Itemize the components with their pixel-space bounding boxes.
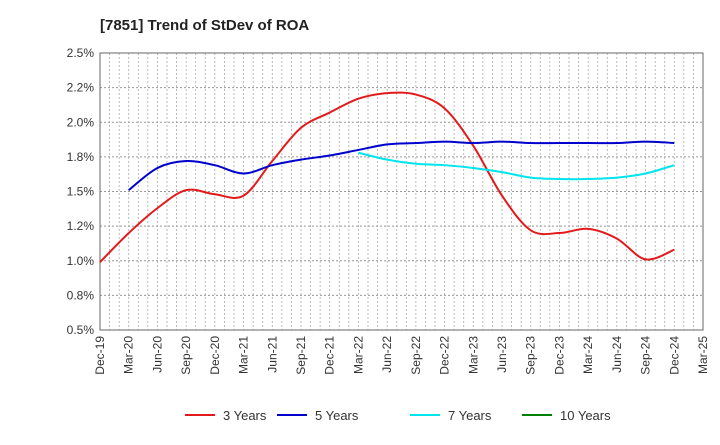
x-tick-label: Dec-23 (552, 336, 566, 375)
legend-label: 5 Years (315, 408, 359, 423)
x-tick-label: Jun-23 (495, 336, 509, 373)
x-tick: Sep-20 (179, 336, 193, 375)
x-tick-label: Mar-23 (466, 336, 480, 374)
x-tick: Dec-19 (93, 336, 107, 375)
x-tick: Sep-22 (409, 336, 423, 375)
legend-item-7-years: 7 Years (410, 408, 492, 423)
x-tick: Jun-24 (610, 336, 624, 373)
x-tick-label: Mar-20 (122, 336, 136, 374)
x-tick-label: Jun-20 (150, 336, 164, 373)
y-tick-label: 1.5% (67, 185, 95, 199)
legend-label: 10 Years (560, 408, 611, 423)
x-tick-label: Mar-22 (351, 336, 365, 374)
y-tick-label: 0.8% (67, 288, 95, 302)
x-tick-label: Mar-25 (696, 336, 710, 374)
x-tick: Mar-21 (237, 336, 251, 374)
x-tick-label: Sep-23 (524, 336, 538, 375)
legend-label: 7 Years (448, 408, 492, 423)
x-tick: Dec-21 (323, 336, 337, 375)
grid (99, 52, 704, 331)
x-tick: Jun-21 (265, 336, 279, 373)
axes: 0.5% 0.8% 1.0% 1.2% 1.5% 1.8% 2.0% 2.2% 2.5% Dec-… (67, 46, 710, 375)
series-line-5-years (128, 140, 675, 191)
x-tick: Dec-23 (552, 336, 566, 375)
series-line-3-years (99, 91, 675, 263)
series-line-7-years (358, 151, 675, 181)
x-tick-label: Sep-22 (409, 336, 423, 375)
y-tick-label: 1.0% (67, 254, 95, 268)
x-tick-label: Sep-20 (179, 336, 193, 375)
x-tick: Mar-24 (581, 336, 595, 374)
x-tick: Mar-22 (351, 336, 365, 374)
x-tick-label: Sep-24 (639, 336, 653, 375)
x-tick-label: Dec-20 (208, 336, 222, 375)
x-tick-label: Dec-21 (323, 336, 337, 375)
x-tick-label: Mar-21 (237, 336, 251, 374)
x-tick: Sep-24 (639, 336, 653, 375)
series-lines (99, 91, 675, 263)
chart-title: [7851] Trend of StDev of ROA (100, 17, 309, 34)
x-tick: Mar-25 (696, 336, 710, 374)
legend-item-3-years: 3 Years (185, 408, 267, 423)
x-tick: Dec-20 (208, 336, 222, 375)
x-tick: Jun-23 (495, 336, 509, 373)
x-tick-label: Dec-22 (438, 336, 452, 375)
legend: 3 Years 5 Years 7 Years 10 Years (185, 408, 611, 423)
y-tick-label: 1.8% (67, 150, 95, 164)
x-tick: Mar-23 (466, 336, 480, 374)
y-tick-label: 0.5% (67, 323, 95, 337)
legend-item-5-years: 5 Years (277, 408, 359, 423)
x-tick: Dec-24 (667, 336, 681, 375)
x-tick-label: Jun-21 (265, 336, 279, 373)
x-tick-label: Dec-19 (93, 336, 107, 375)
y-tick-label: 2.2% (67, 81, 95, 95)
x-tick: Dec-22 (438, 336, 452, 375)
x-tick: Sep-23 (524, 336, 538, 375)
x-tick: Jun-20 (150, 336, 164, 373)
x-tick-label: Jun-22 (380, 336, 394, 373)
x-tick: Mar-20 (122, 336, 136, 374)
legend-item-10-years: 10 Years (522, 408, 611, 423)
y-tick-label: 1.2% (67, 219, 95, 233)
y-tick-label: 2.0% (67, 115, 95, 129)
plot-border (99, 52, 704, 331)
x-tick-label: Jun-24 (610, 336, 624, 373)
x-tick-label: Sep-21 (294, 336, 308, 375)
x-tick-label: Dec-24 (667, 336, 681, 375)
x-tick: Sep-21 (294, 336, 308, 375)
x-tick: Jun-22 (380, 336, 394, 373)
y-tick-label: 2.5% (67, 46, 95, 60)
x-tick-label: Mar-24 (581, 336, 595, 374)
legend-label: 3 Years (223, 408, 267, 423)
